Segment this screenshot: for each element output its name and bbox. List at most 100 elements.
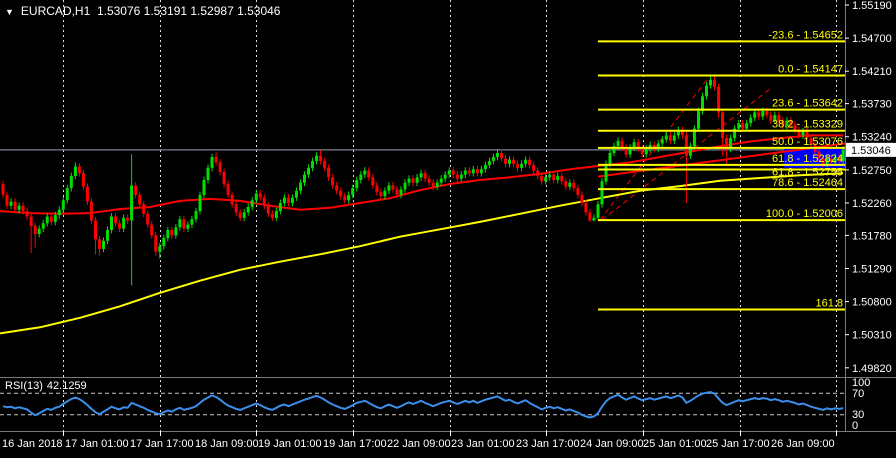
price-axis-label: 1.53730 (852, 99, 892, 111)
candle (560, 172, 564, 185)
candle (206, 164, 210, 184)
candle (126, 214, 130, 224)
candle (680, 126, 684, 139)
candle (475, 165, 479, 177)
candle (146, 210, 150, 228)
candle (25, 207, 29, 220)
candle (556, 172, 560, 184)
candle (387, 182, 391, 195)
candle (142, 200, 146, 218)
current-price-value: 1.53046 (851, 145, 891, 157)
candle (701, 92, 704, 115)
candle (130, 154, 134, 286)
candle (592, 214, 596, 222)
candle (411, 175, 415, 187)
price-axis-label: 1.50310 (852, 330, 892, 342)
candle (668, 132, 672, 145)
fibo-level-label: -23.6 - 1.54652 (768, 29, 843, 41)
candle (496, 148, 499, 161)
candle (327, 164, 331, 181)
candle (524, 156, 528, 168)
time-axis-label: 26 Jan 09:00 (771, 438, 835, 450)
fibo-level-label: 38.2 - 1.53329 (772, 119, 843, 131)
candle (138, 191, 142, 208)
candle (303, 171, 306, 187)
candle (290, 194, 294, 207)
candle (451, 167, 455, 178)
candle (242, 209, 246, 222)
candle (5, 191, 9, 209)
time-axis-label: 16 Jan 2018 (2, 438, 63, 450)
candle (439, 175, 443, 187)
candle (73, 162, 77, 180)
candle (508, 156, 511, 168)
candle (41, 219, 45, 232)
symbol-period-label: EURCAD,H1 (20, 4, 91, 18)
time-axis-label: 19 Jan 01:00 (258, 438, 322, 450)
candle (632, 138, 636, 151)
candle (435, 179, 439, 191)
fibo-level-label: 50.0 - 1.53076 (772, 136, 843, 148)
candle (258, 190, 262, 201)
candle (274, 207, 278, 222)
rsi-line (2, 391, 844, 419)
candle (479, 165, 483, 177)
fibo-highlight-rect[interactable] (784, 148, 845, 168)
current-price-box (846, 142, 896, 157)
candle (383, 187, 387, 200)
candle (809, 134, 813, 149)
candle (254, 190, 258, 204)
time-axis-label: 17 Jan 01:00 (65, 438, 129, 450)
candle (636, 138, 640, 153)
price-axis[interactable] (846, 0, 896, 377)
candle (375, 182, 379, 196)
candle (158, 242, 162, 259)
candle (459, 171, 463, 182)
candle (463, 167, 467, 178)
candle (705, 82, 708, 100)
candle (697, 107, 700, 132)
candle (102, 237, 105, 253)
candle (624, 144, 628, 158)
price-axis-label: 1.49820 (852, 363, 892, 375)
candle (178, 215, 182, 231)
time-axis-label: 23 Jan 17:00 (516, 438, 580, 450)
candle (170, 226, 174, 239)
candle (564, 178, 568, 191)
candle (544, 173, 548, 185)
rsi-scale-label: 30 (852, 409, 864, 421)
fibo-level-label: 161.8 (815, 298, 843, 310)
candle (379, 188, 383, 200)
candle (246, 203, 250, 216)
candle (580, 191, 584, 207)
candle (9, 198, 13, 209)
rsi-name: RSI(13) (5, 380, 43, 392)
candle (114, 213, 118, 227)
candle (65, 184, 69, 204)
price-axis-label: 1.52260 (852, 198, 892, 210)
candle (134, 182, 138, 199)
candle (150, 221, 154, 239)
candle (540, 172, 544, 185)
candle (363, 167, 367, 178)
candle (250, 196, 254, 211)
rsi-value: 42.1259 (46, 380, 87, 392)
candle (295, 187, 298, 201)
candle (672, 132, 676, 145)
fibo-level-label: 0.0 - 1.54147 (778, 63, 843, 75)
candle (532, 161, 536, 174)
candle (753, 109, 757, 122)
candle (371, 173, 375, 189)
trendline[interactable] (597, 142, 846, 178)
candle (548, 171, 552, 181)
candle (166, 226, 170, 242)
candle (307, 164, 310, 178)
candle (234, 200, 238, 216)
candle (218, 159, 222, 176)
candle (110, 213, 113, 234)
candle (33, 222, 37, 248)
candle (198, 191, 202, 215)
symbol-marker-icon: ▼ (5, 7, 14, 17)
candle (415, 173, 419, 187)
